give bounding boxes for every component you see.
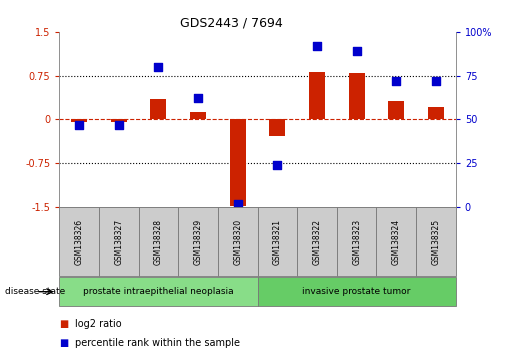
Bar [269,120,285,136]
Text: ■: ■ [59,338,68,348]
Point [114,122,123,127]
Bar [71,120,87,122]
Bar [428,107,444,120]
Text: log2 ratio: log2 ratio [75,319,122,329]
Bar [99,207,139,276]
Bar [416,207,456,276]
Text: ■: ■ [59,319,68,329]
Bar [349,73,365,120]
Point [273,162,281,168]
Bar [190,113,206,120]
Bar [150,99,166,120]
Bar [258,277,456,306]
Point [432,78,440,84]
Text: GSM138322: GSM138322 [313,219,321,264]
Bar [337,207,376,276]
Bar [309,72,325,120]
Point [194,96,202,101]
Point [392,78,401,84]
Text: GSM138321: GSM138321 [273,219,282,264]
Text: percentile rank within the sample: percentile rank within the sample [75,338,239,348]
Bar [111,120,127,122]
Bar [376,207,416,276]
Text: GDS2443 / 7694: GDS2443 / 7694 [180,17,283,29]
Bar [218,207,258,276]
Text: GSM138326: GSM138326 [75,218,83,265]
Text: GSM138323: GSM138323 [352,218,361,265]
Text: GSM138329: GSM138329 [194,218,202,265]
Text: GSM138324: GSM138324 [392,218,401,265]
Bar [230,120,246,206]
Text: GSM138328: GSM138328 [154,219,163,264]
Bar [139,207,178,276]
Bar [388,101,404,120]
Point [75,122,83,127]
Text: GSM138327: GSM138327 [114,218,123,265]
Text: invasive prostate tumor: invasive prostate tumor [302,287,411,296]
Text: disease state: disease state [5,287,65,296]
Bar [59,277,258,306]
Bar [297,207,337,276]
Point [313,43,321,49]
Text: prostate intraepithelial neoplasia: prostate intraepithelial neoplasia [83,287,234,296]
Text: GSM138325: GSM138325 [432,218,440,265]
Text: GSM138320: GSM138320 [233,218,242,265]
Bar [59,207,99,276]
Bar [258,207,297,276]
Point [154,64,162,70]
Bar [178,207,218,276]
Point [233,201,242,206]
Point [352,48,360,54]
